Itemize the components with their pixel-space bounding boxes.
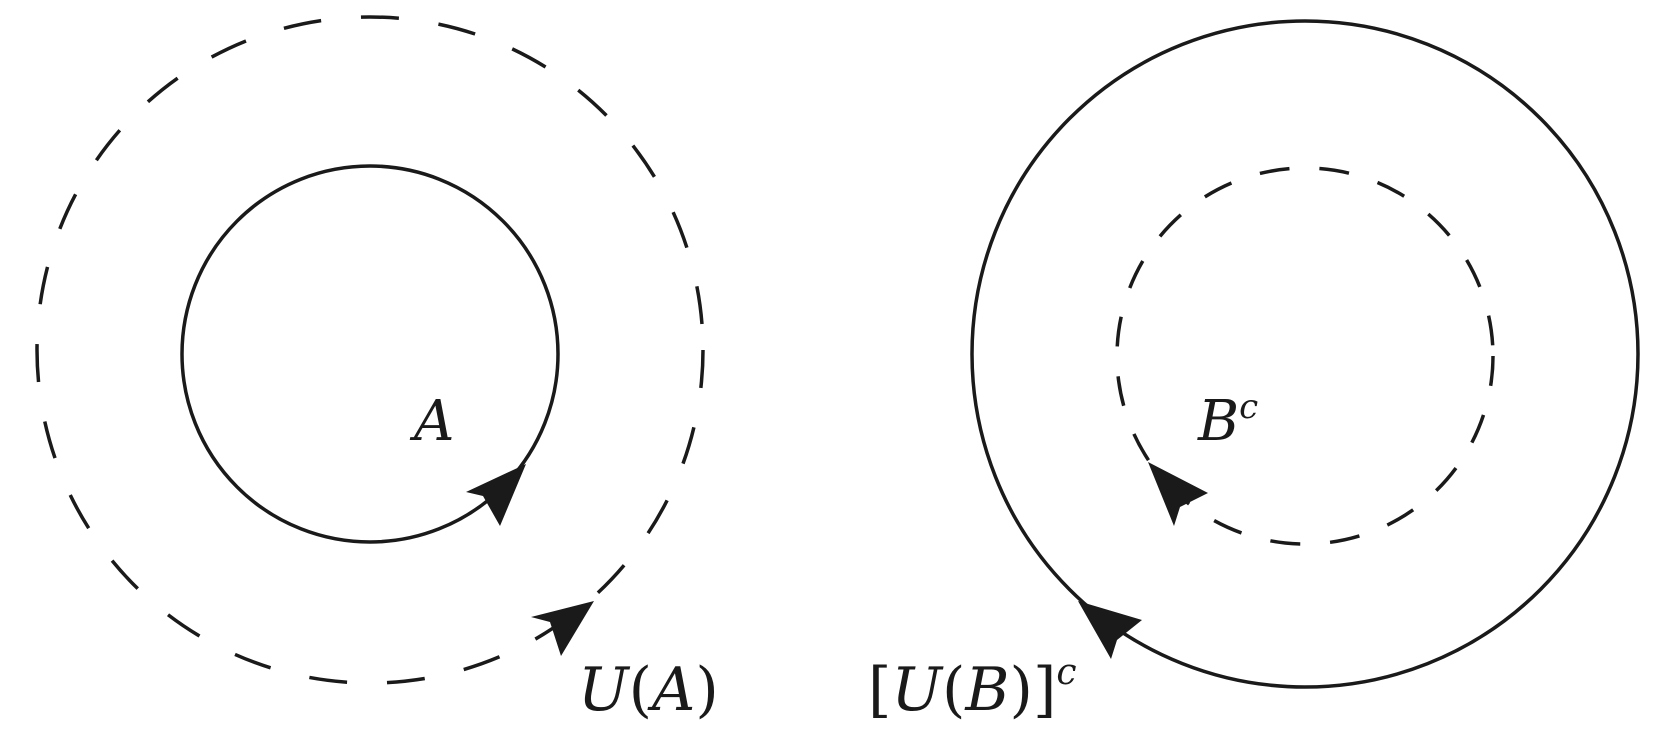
- arrowhead-inner-bc-icon: [1148, 462, 1208, 526]
- label-ubc-superscript: c: [1056, 652, 1076, 693]
- arrowhead-outer-ubc-icon: [1078, 601, 1142, 659]
- arrowhead-outer-ua-icon: [531, 601, 594, 656]
- left-panel: A U(A): [35, 15, 719, 725]
- outer-solid-circle-ubc: [970, 19, 1640, 689]
- label-ubc-arg: B: [964, 655, 1009, 725]
- label-a: A: [409, 389, 454, 454]
- label-b-complement: Bc: [1197, 387, 1258, 454]
- label-ubc-letter: U: [891, 655, 944, 725]
- label-ubc-open-paren: (: [942, 655, 965, 725]
- label-u-of-a-letter: U: [578, 655, 631, 725]
- label-u-of-a: U(A): [578, 655, 719, 725]
- label-ubc-open-bracket: [: [868, 655, 891, 725]
- label-u-of-a-close-paren: ): [695, 655, 718, 725]
- label-b-complement-superscript: c: [1239, 387, 1258, 427]
- label-ubc-close-paren: ): [1010, 655, 1033, 725]
- arrowhead-inner-a-icon: [466, 464, 526, 526]
- right-panel: Bc [U(B)]c: [868, 19, 1640, 725]
- label-u-of-b-complement: [U(B)]c: [868, 652, 1077, 725]
- label-ubc-close-bracket: ]: [1033, 655, 1056, 725]
- label-b-complement-letter: B: [1197, 389, 1239, 454]
- label-u-of-a-open-paren: (: [629, 655, 652, 725]
- inner-dashed-circle-bc: [1115, 166, 1495, 546]
- outer-dashed-circle-ua: [35, 15, 705, 685]
- label-u-of-a-arg: A: [647, 655, 695, 725]
- inner-solid-circle-a: [180, 164, 560, 544]
